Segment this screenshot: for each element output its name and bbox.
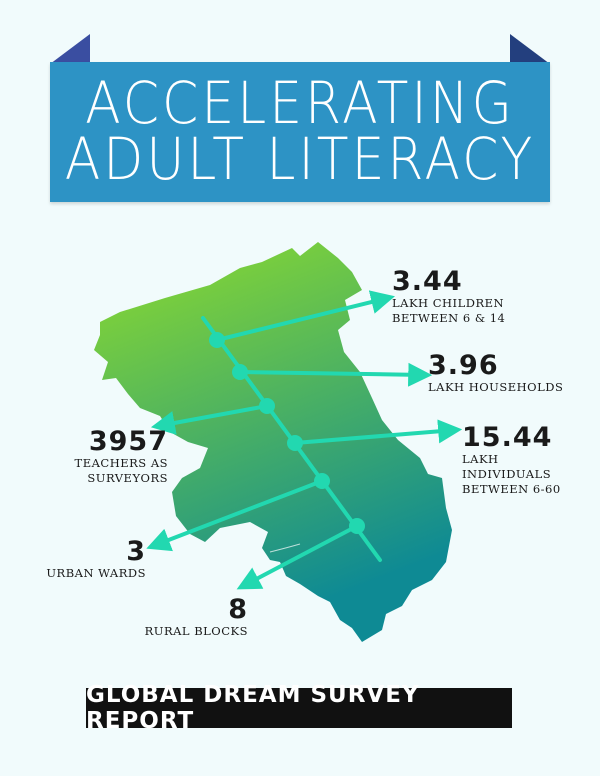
stat-individuals: 15.44 LAKH INDIVIDUALS BETWEEN 6-60	[462, 424, 561, 497]
footer-banner: GLOBAL DREAM SURVEY REPORT	[86, 682, 512, 734]
river-line	[269, 543, 301, 553]
node-1	[209, 332, 225, 348]
banner-fold-left	[50, 34, 90, 64]
stat-blocks-value: 8	[228, 594, 248, 625]
stat-wards: 3 URBAN WARDS	[40, 538, 146, 581]
title-banner: ACCELERATING ADULT LITERACY	[50, 62, 550, 202]
stat-blocks-label: RURAL BLOCKS	[144, 624, 248, 638]
connector-nodes	[209, 332, 365, 534]
arrow-to-children	[215, 290, 395, 342]
arrow-to-wards	[146, 479, 324, 552]
node-4	[287, 435, 303, 451]
stat-teachers-value: 3957	[88, 426, 168, 457]
stat-wards-value: 3	[126, 536, 146, 567]
arrow-to-blocks	[236, 524, 359, 590]
arrow-to-teachers	[150, 404, 269, 435]
stat-households-value: 3.96	[428, 350, 499, 381]
node-6	[349, 518, 365, 534]
stat-households: 3.96 LAKH HOUSEHOLDS	[428, 352, 563, 395]
stat-individuals-label: LAKH INDIVIDUALS BETWEEN 6-60	[462, 452, 561, 496]
node-3	[259, 398, 275, 414]
stat-children: 3.44 LAKH CHILDREN BETWEEN 6 & 14	[392, 268, 505, 326]
arrow-to-individuals	[293, 419, 463, 445]
arrow-to-households	[238, 362, 433, 387]
stat-households-label: LAKH HOUSEHOLDS	[428, 380, 564, 394]
district-map-shape	[94, 242, 452, 642]
stat-wards-label: URBAN WARDS	[46, 566, 146, 580]
banner-fold-right	[510, 34, 550, 64]
stat-individuals-value: 15.44	[462, 422, 553, 453]
stat-children-label: LAKH CHILDREN BETWEEN 6 & 14	[392, 296, 506, 325]
stat-teachers: 3957 TEACHERS AS SURVEYORS	[40, 428, 168, 486]
stat-teachers-label: TEACHERS AS SURVEYORS	[74, 456, 168, 485]
stat-children-value: 3.44	[392, 266, 463, 297]
title-line-2: ADULT LITERACY	[64, 126, 536, 194]
title-line-1: ACCELERATING	[85, 70, 515, 138]
stat-blocks: 8 RURAL BLOCKS	[120, 596, 248, 639]
node-5	[314, 473, 330, 489]
node-2	[232, 364, 248, 380]
